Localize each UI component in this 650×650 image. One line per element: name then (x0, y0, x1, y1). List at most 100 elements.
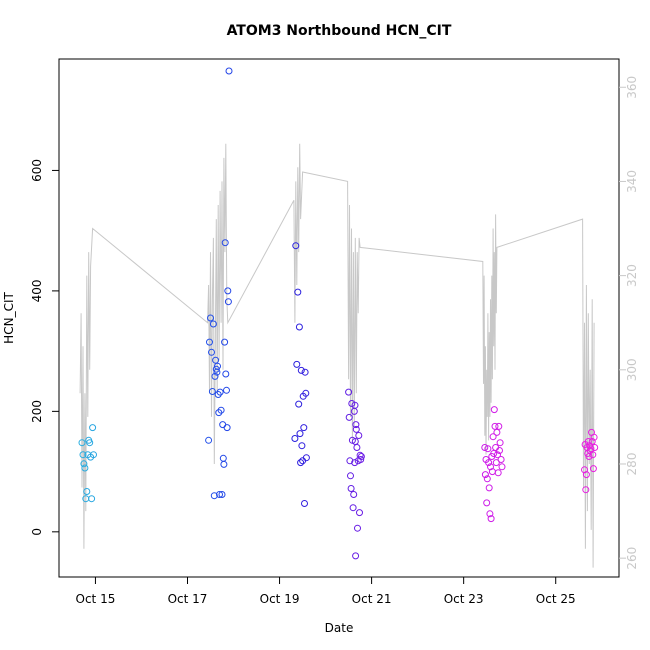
data-point (212, 356, 220, 364)
y-axis-label: HCN_CIT (2, 292, 16, 344)
secondary-series-line (79, 143, 595, 568)
data-point (210, 492, 218, 500)
data-point (78, 439, 86, 447)
secondary-line-layer (79, 143, 595, 568)
data-point (291, 435, 299, 442)
data-point (224, 298, 232, 306)
data-point (206, 338, 213, 346)
data-point (221, 239, 229, 247)
data-point (224, 287, 232, 295)
data-point (295, 400, 303, 408)
y2-tick-label: 280 (625, 453, 639, 476)
data-point (487, 463, 494, 471)
data-point (484, 445, 492, 453)
data-point (491, 422, 499, 430)
data-point (205, 436, 213, 444)
data-point (591, 444, 599, 451)
data-point (347, 485, 355, 492)
data-point (80, 460, 88, 468)
data-point (483, 499, 491, 507)
data-point (356, 451, 364, 459)
data-point (485, 484, 493, 492)
data-point (223, 424, 231, 432)
data-point (495, 422, 503, 430)
data-point (220, 460, 228, 468)
y-tick-label: 200 (30, 400, 44, 423)
y2-axis: 260 280 300 320 340 360 (619, 76, 639, 570)
data-point (223, 386, 230, 394)
x-tick-label: Oct 19 (260, 592, 300, 606)
y2-tick-label: 260 (625, 547, 639, 570)
data-point (217, 406, 225, 414)
data-point (297, 459, 305, 467)
data-point (90, 451, 97, 459)
data-point (225, 67, 233, 75)
data-point (590, 433, 598, 441)
y-axis: 0 200 400 600 (30, 159, 59, 536)
data-point (302, 389, 310, 397)
data-point (216, 388, 224, 396)
data-point (221, 338, 229, 346)
data-point (582, 486, 590, 494)
data-point (350, 491, 358, 498)
data-point (297, 366, 305, 374)
x-tick-label: Oct 25 (536, 592, 576, 606)
data-point (222, 370, 230, 378)
y2-tick-label: 340 (625, 170, 639, 193)
data-point (216, 491, 223, 498)
data-point (296, 430, 304, 438)
data-point (493, 428, 501, 436)
data-point (497, 456, 505, 463)
y2-tick-label: 300 (625, 358, 639, 381)
x-axis: Oct 15 Oct 17 Oct 19 Oct 21 Oct 23 Oct 25 (76, 577, 576, 606)
y-tick-label: 0 (30, 528, 44, 536)
data-point (354, 524, 361, 532)
data-point (494, 451, 501, 459)
data-point (349, 504, 357, 512)
data-point (481, 444, 489, 451)
data-point (295, 323, 303, 331)
data-point (346, 457, 354, 465)
data-point (208, 348, 215, 356)
data-point (584, 438, 592, 445)
x-tick-label: Oct 23 (444, 592, 484, 606)
data-point (357, 453, 365, 460)
data-point (83, 488, 91, 495)
chart-title: ATOM3 Northbound HCN_CIT (227, 23, 452, 39)
data-point (481, 471, 489, 479)
y-tick-label: 400 (30, 279, 44, 302)
data-point (301, 368, 309, 376)
data-point (86, 439, 94, 447)
y2-tick-label: 320 (625, 264, 639, 287)
data-point (301, 500, 308, 507)
points-layer (78, 67, 599, 560)
data-point (88, 495, 96, 503)
data-point (294, 288, 302, 296)
data-point (355, 432, 363, 439)
data-point (351, 401, 359, 409)
data-point (302, 454, 310, 462)
y2-tick-label: 360 (625, 76, 639, 99)
y-tick-label: 600 (30, 159, 44, 182)
data-point (490, 450, 498, 457)
data-point (345, 388, 353, 396)
data-point (486, 510, 494, 518)
data-point (300, 424, 308, 432)
data-point (345, 413, 353, 421)
data-point (483, 475, 491, 483)
x-tick-label: Oct 21 (352, 592, 392, 606)
data-point (496, 439, 504, 447)
x-tick-label: Oct 17 (168, 592, 208, 606)
data-point (79, 451, 87, 459)
data-point (589, 465, 597, 473)
data-point (352, 421, 360, 429)
data-point (492, 459, 500, 467)
data-point (589, 451, 597, 459)
data-point (207, 314, 214, 322)
data-point (351, 459, 359, 467)
data-point (214, 362, 221, 370)
data-point (494, 469, 502, 477)
data-point (357, 456, 365, 463)
data-point (211, 372, 219, 380)
